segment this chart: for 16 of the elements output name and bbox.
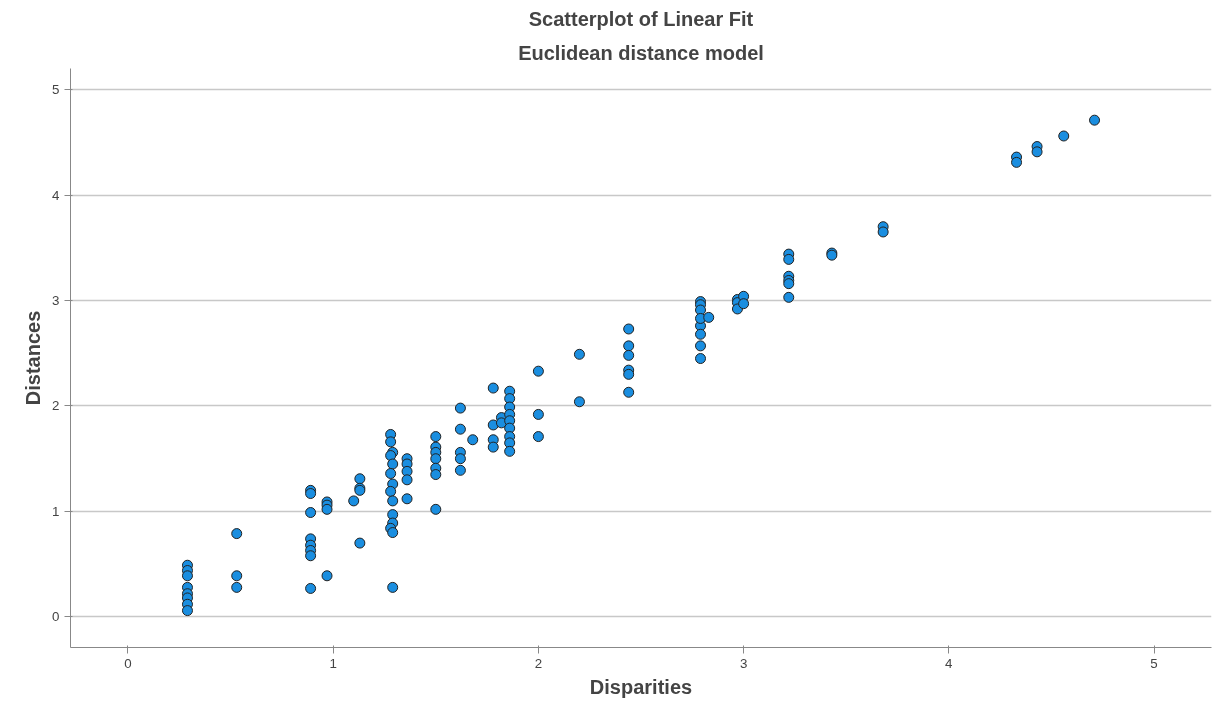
x-tick-label: 0: [124, 655, 132, 671]
y-tick-label: 0: [52, 609, 60, 625]
y-tick-label: 2: [52, 398, 60, 414]
y-tick-label: 1: [52, 503, 60, 519]
x-axis-title: Disparities: [589, 675, 693, 698]
x-tick-label: 3: [739, 655, 748, 671]
x-tick-label: 1: [329, 655, 337, 671]
chart-subtitle: Euclidean distance model: [518, 41, 764, 64]
y-axis-title: Distances: [22, 310, 45, 406]
chart-title: Scatterplot of Linear Fit: [528, 7, 754, 30]
x-tick-label: 2: [534, 655, 543, 671]
y-tick-label: 3: [52, 293, 60, 309]
x-tick-label: 4: [945, 655, 954, 671]
x-tick-label: 5: [1150, 655, 1158, 671]
y-tick-label: 5: [52, 82, 60, 98]
y-tick-label: 4: [52, 187, 61, 203]
